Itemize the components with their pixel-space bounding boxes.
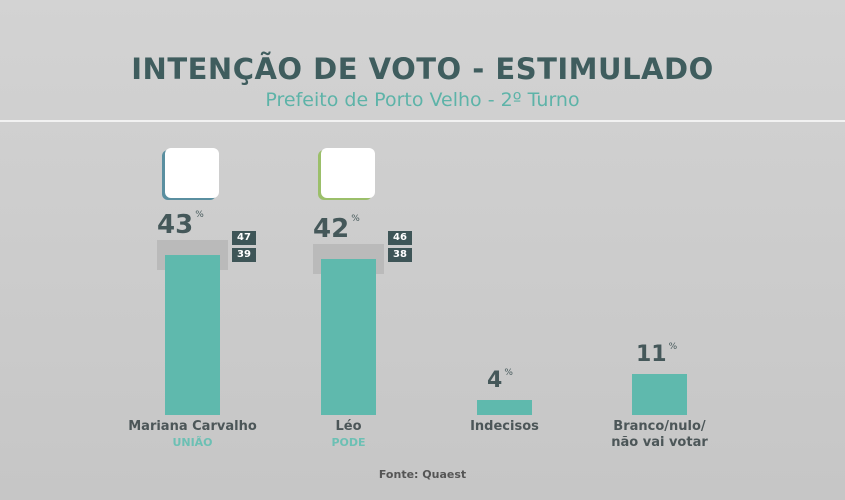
candidate-photo <box>165 148 219 198</box>
margin-low-label: 38 <box>388 248 412 262</box>
margin-high-label: 46 <box>388 231 412 245</box>
category-label: Indecisos <box>470 419 539 434</box>
value-label: 11% <box>636 342 678 368</box>
bar <box>321 258 376 415</box>
value-label: 4% <box>487 368 513 394</box>
category-label: Mariana Carvalho <box>128 419 257 434</box>
category-label: Branco/nulo/não vai votar <box>611 419 708 450</box>
margin-high-label: 47 <box>232 231 256 245</box>
category-label: Léo <box>335 419 362 434</box>
margin-low-label: 39 <box>232 248 256 262</box>
value-label: 43% <box>157 210 204 241</box>
divider <box>0 120 845 122</box>
chart-subtitle: Prefeito de Porto Velho - 2º Turno <box>265 89 580 111</box>
bar <box>632 374 687 415</box>
bar <box>165 255 220 415</box>
party-label: PODE <box>331 436 366 449</box>
source-note: Fonte: Quaest <box>378 468 467 481</box>
candidate-photo <box>321 148 375 198</box>
chart-title: INTENÇÃO DE VOTO - ESTIMULADO <box>131 52 714 86</box>
party-label: UNIÃO <box>172 436 213 449</box>
value-label: 42% <box>313 213 360 244</box>
bar <box>477 400 532 415</box>
